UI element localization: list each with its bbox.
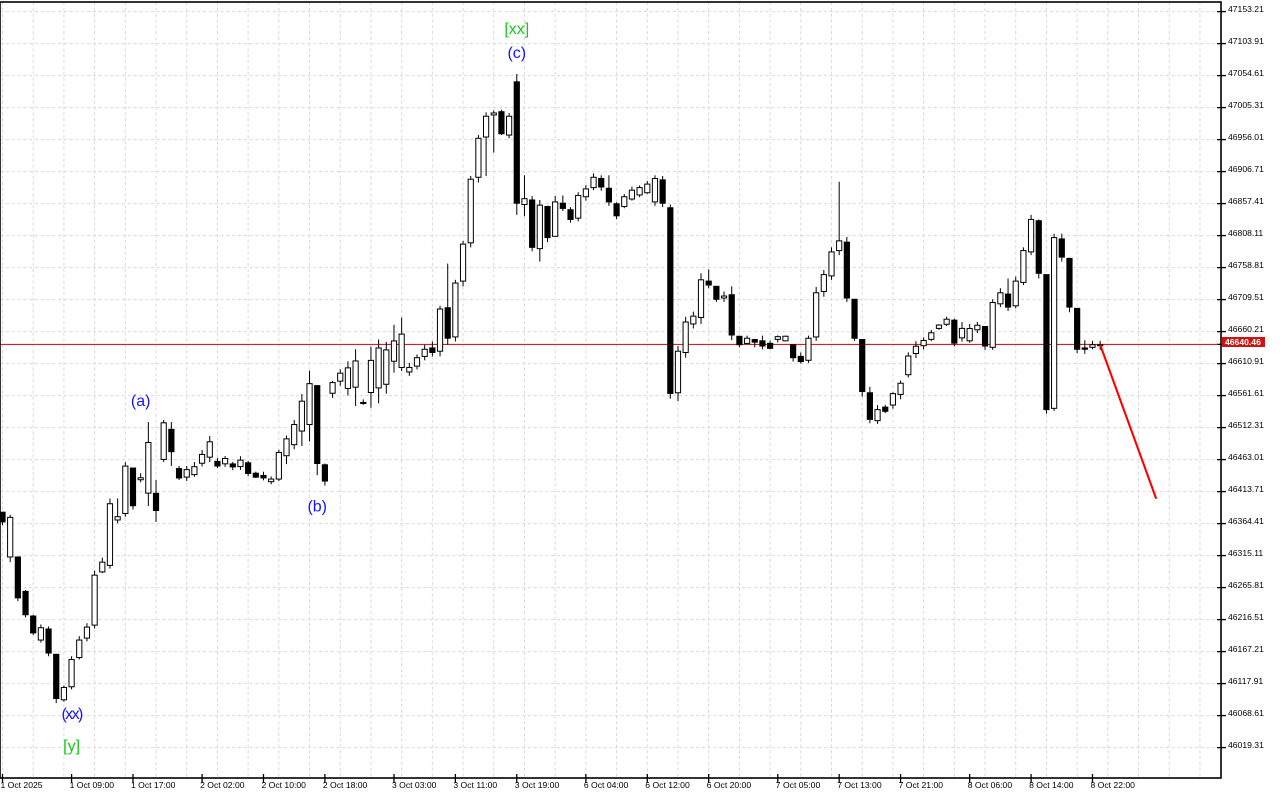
svg-text:(a): (a)	[131, 393, 151, 410]
svg-text:[y]: [y]	[63, 738, 80, 755]
svg-text:(b): (b)	[307, 499, 327, 516]
svg-text:[xx]: [xx]	[504, 21, 529, 38]
svg-text:(xx): (xx)	[61, 706, 83, 723]
svg-text:(c): (c)	[507, 45, 526, 62]
